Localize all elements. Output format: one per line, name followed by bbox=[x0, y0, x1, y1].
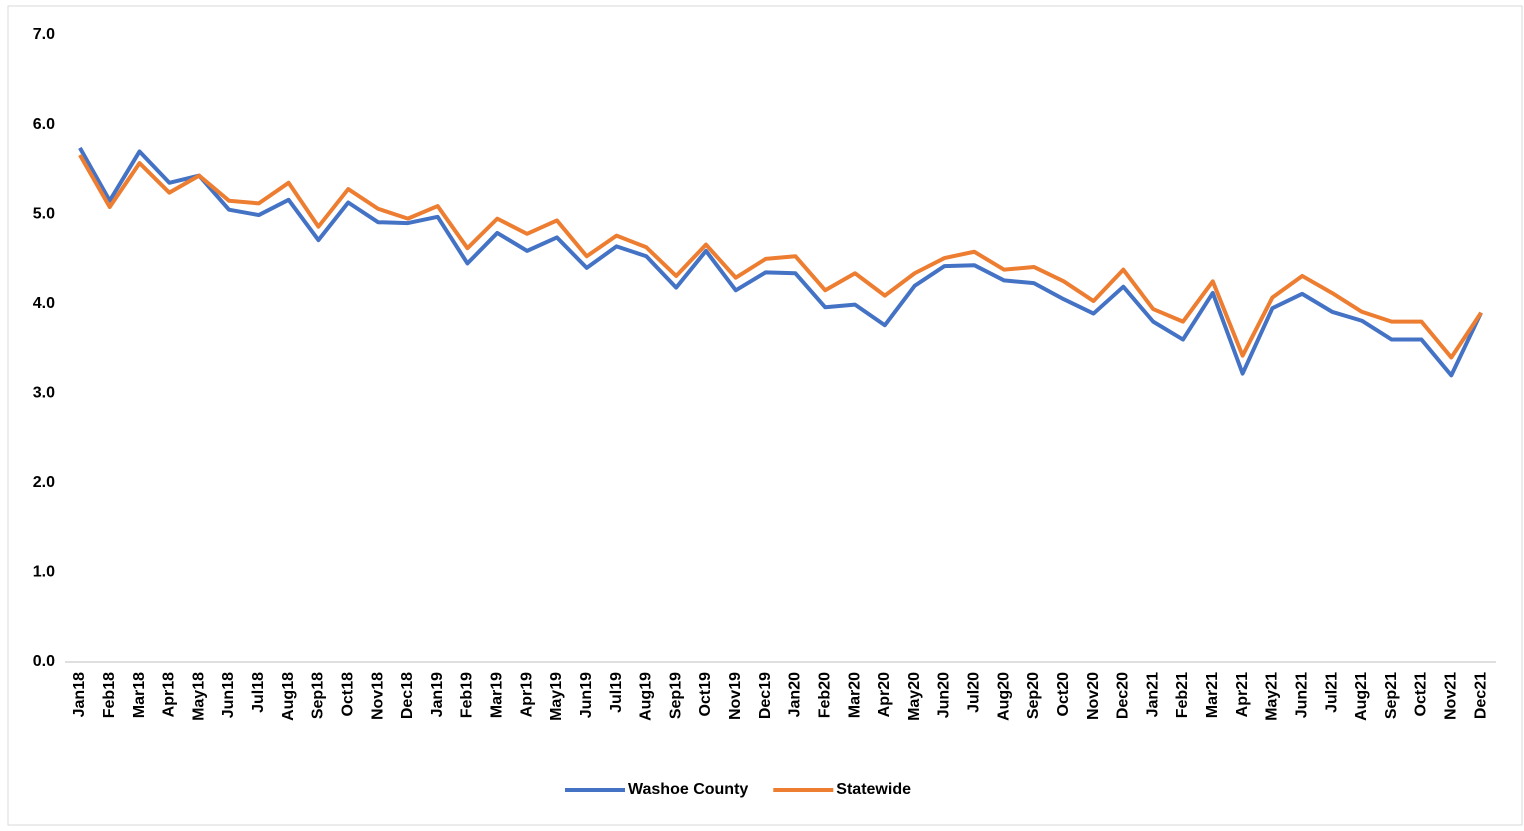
x-tick-label: Aug18 bbox=[280, 672, 297, 721]
series-line bbox=[78, 154, 1483, 360]
x-tick-label: Oct21 bbox=[1413, 672, 1430, 717]
x-tick-label: Feb19 bbox=[459, 672, 476, 718]
x-tick-label: Mar18 bbox=[131, 672, 148, 718]
x-tick-label: Nov18 bbox=[369, 672, 386, 720]
x-tick-label: May20 bbox=[906, 672, 923, 721]
x-tick-label: May21 bbox=[1264, 672, 1281, 721]
y-tick-label: 3.0 bbox=[33, 385, 55, 402]
x-tick-label: Jan21 bbox=[1144, 672, 1161, 717]
y-tick-label: 2.0 bbox=[33, 474, 55, 491]
x-tick-label: Feb21 bbox=[1174, 672, 1191, 718]
x-tick-label: Apr20 bbox=[876, 672, 893, 717]
y-tick-label: 1.0 bbox=[33, 564, 55, 581]
x-tick-label: Oct19 bbox=[697, 672, 714, 717]
x-tick-label: Feb20 bbox=[816, 672, 833, 718]
x-tick-label: Jan18 bbox=[71, 672, 88, 717]
y-tick-label: 7.0 bbox=[33, 26, 55, 43]
x-tick-label: Dec21 bbox=[1472, 672, 1489, 719]
x-tick-label: Dec20 bbox=[1115, 672, 1132, 719]
x-tick-label: Apr19 bbox=[518, 672, 535, 717]
series-line bbox=[78, 146, 1483, 378]
x-tick-label: Dec19 bbox=[757, 672, 774, 719]
legend-label: Washoe County bbox=[628, 781, 748, 798]
x-tick-label: Mar20 bbox=[846, 672, 863, 718]
x-tick-label: Jun21 bbox=[1293, 672, 1310, 718]
x-tick-label: Jan19 bbox=[429, 672, 446, 717]
x-tick-label: Oct18 bbox=[339, 672, 356, 717]
x-tick-label: Jun19 bbox=[578, 672, 595, 718]
x-tick-label: Aug19 bbox=[638, 672, 655, 721]
x-tick-label: Aug21 bbox=[1353, 672, 1370, 721]
x-tick-label: Apr18 bbox=[161, 672, 178, 717]
y-tick-label: 6.0 bbox=[33, 116, 55, 133]
x-tick-label: Sep20 bbox=[1025, 672, 1042, 719]
x-tick-label: Jul18 bbox=[250, 672, 267, 713]
x-tick-label: Jul19 bbox=[608, 672, 625, 713]
x-tick-label: Jul20 bbox=[966, 672, 983, 713]
x-tick-label: May19 bbox=[548, 672, 565, 721]
chart-frame bbox=[7, 5, 1523, 826]
x-tick-label: Nov21 bbox=[1443, 672, 1460, 720]
x-tick-label: Sep18 bbox=[310, 672, 327, 719]
x-tick-label: Feb18 bbox=[101, 672, 118, 718]
legend-label: Statewide bbox=[836, 781, 911, 798]
x-tick-label: Jan20 bbox=[787, 672, 804, 717]
x-tick-label: Nov19 bbox=[727, 672, 744, 720]
x-tick-label: Sep19 bbox=[667, 672, 684, 719]
x-tick-label: Aug20 bbox=[995, 672, 1012, 721]
x-tick-label: Mar21 bbox=[1204, 672, 1221, 718]
x-tick-label: Jun20 bbox=[936, 672, 953, 718]
x-tick-label: Nov20 bbox=[1085, 672, 1102, 720]
x-tick-label: Mar19 bbox=[489, 672, 506, 718]
x-tick-label: Jul21 bbox=[1323, 672, 1340, 713]
y-tick-label: 4.0 bbox=[33, 295, 55, 312]
x-tick-label: May18 bbox=[190, 672, 207, 721]
x-tick-label: Sep21 bbox=[1383, 672, 1400, 719]
y-tick-label: 5.0 bbox=[33, 205, 55, 222]
y-tick-label: 0.0 bbox=[33, 653, 55, 670]
x-tick-label: Dec18 bbox=[399, 672, 416, 719]
x-tick-label: Jun18 bbox=[220, 672, 237, 718]
x-tick-label: Apr21 bbox=[1234, 672, 1251, 717]
x-tick-label: Oct20 bbox=[1055, 672, 1072, 717]
